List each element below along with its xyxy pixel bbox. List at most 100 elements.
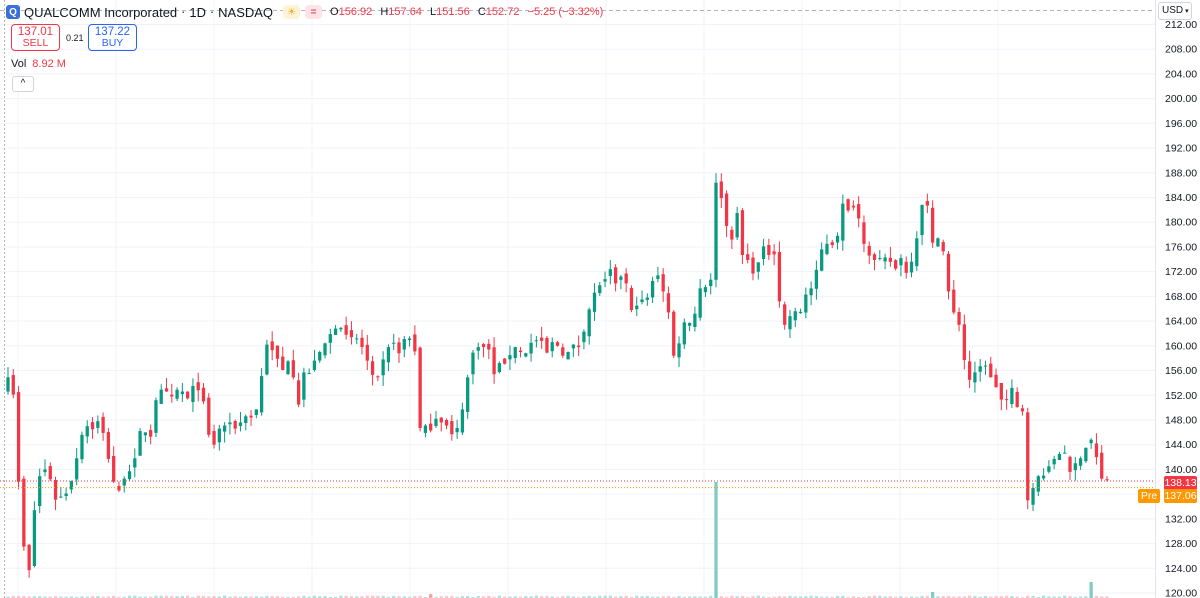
volume-bar (635, 595, 639, 598)
volume-bar (561, 596, 565, 598)
volume-bar (825, 596, 829, 598)
volume-bar (1041, 595, 1046, 598)
candle-body (1020, 408, 1025, 412)
volume-bar (96, 595, 100, 598)
volume-bar (666, 596, 671, 598)
candle-body (640, 299, 644, 303)
candle-body (936, 238, 940, 247)
volume-bar (619, 596, 623, 598)
volume-bar (672, 596, 676, 598)
candle-body (540, 337, 544, 341)
candle-body (1078, 458, 1083, 466)
volume-bar (22, 595, 26, 598)
candle-body (59, 496, 63, 498)
candle-body (1073, 463, 1077, 471)
candle-body (439, 417, 443, 423)
currency-button[interactable]: USD ▾ (1158, 2, 1192, 20)
candle-body (413, 334, 417, 352)
candle-body (724, 193, 729, 226)
volume-bar (1052, 596, 1056, 598)
volume-bar (466, 596, 470, 598)
volume-bar (841, 595, 845, 598)
candle-body (360, 337, 364, 348)
qualcomm-logo-icon: Q (6, 5, 20, 19)
candle-body (1004, 399, 1009, 401)
volume-bar (994, 596, 998, 598)
volume-bar (682, 596, 686, 598)
candle-body (872, 254, 877, 260)
sell-label: SELL (22, 37, 49, 49)
candle-body (259, 376, 264, 413)
volume-bar (1026, 595, 1030, 598)
candle-body (952, 289, 956, 313)
volume-bar (925, 595, 929, 598)
candle-body (180, 391, 184, 395)
volume-bar (32, 596, 37, 598)
volume-bar (878, 595, 882, 598)
volume-bar (867, 595, 871, 598)
volume-bar (222, 595, 227, 598)
candle-body (476, 347, 480, 351)
sell-button[interactable]: 137.01 SELL (11, 24, 60, 51)
collapse-legend-button[interactable]: ^ (12, 76, 34, 92)
interval-label[interactable]: 1D (189, 4, 206, 20)
volume-bar (381, 595, 385, 598)
volume-bar (133, 595, 137, 598)
volume-bar (212, 596, 216, 598)
volume-bar (835, 595, 840, 598)
volume-bar (164, 595, 169, 598)
volume-bar (540, 596, 544, 598)
volume-bar (186, 595, 190, 598)
volume-bar (978, 596, 982, 598)
volume-bar (661, 596, 665, 598)
volume-bar (735, 596, 739, 598)
candle-body (302, 372, 306, 400)
volume-bar (1015, 596, 1019, 598)
volume-bar (418, 595, 422, 598)
close-value: 152.72 (485, 6, 520, 18)
volume-bar (355, 596, 359, 598)
volume-bar (967, 595, 972, 598)
candle-body (503, 358, 507, 364)
volume-bar (233, 596, 237, 598)
equals-icon[interactable]: = (305, 5, 323, 19)
volume-bar (254, 596, 258, 598)
candle-body (64, 493, 68, 497)
candle-body (1052, 458, 1056, 465)
candle-body (286, 361, 290, 375)
candle-body (666, 293, 671, 313)
volume-bar (402, 596, 406, 598)
volume-bar-spike (1089, 582, 1093, 598)
candle-body (561, 347, 565, 356)
symbol-title[interactable]: QUALCOMM Incorporated (24, 4, 178, 20)
volume-bar (983, 595, 988, 598)
buy-button[interactable]: 137.22 BUY (88, 24, 137, 51)
volume-bar (503, 596, 507, 598)
volume-bar (857, 596, 861, 598)
candle-body (941, 242, 945, 252)
candle-body (96, 421, 100, 428)
high-value: 157.64 (388, 6, 422, 18)
sun-icon[interactable]: ☀ (283, 5, 301, 19)
volume-bar (899, 596, 903, 598)
candle-body (830, 242, 834, 246)
volume-bar (724, 596, 729, 598)
candle-body (133, 458, 137, 468)
volume-bar (608, 595, 612, 598)
volume-bar (423, 596, 428, 598)
separator-dot: · (209, 5, 215, 19)
y-tick-label: 132.00 (1165, 513, 1197, 525)
volume-bar (851, 596, 856, 598)
price-axis[interactable]: 120.00124.00128.00132.00136.00140.00144.… (1155, 0, 1198, 598)
candle-body (80, 434, 84, 460)
volume-bar (920, 595, 924, 598)
candle-body (481, 344, 486, 348)
volume-bar (117, 596, 121, 598)
separator-dot: · (181, 5, 186, 19)
volume-bar (703, 596, 708, 598)
volume-bar (349, 596, 354, 598)
volume-bar (524, 596, 528, 598)
candle-body (518, 350, 523, 353)
candle-body (1063, 452, 1067, 454)
